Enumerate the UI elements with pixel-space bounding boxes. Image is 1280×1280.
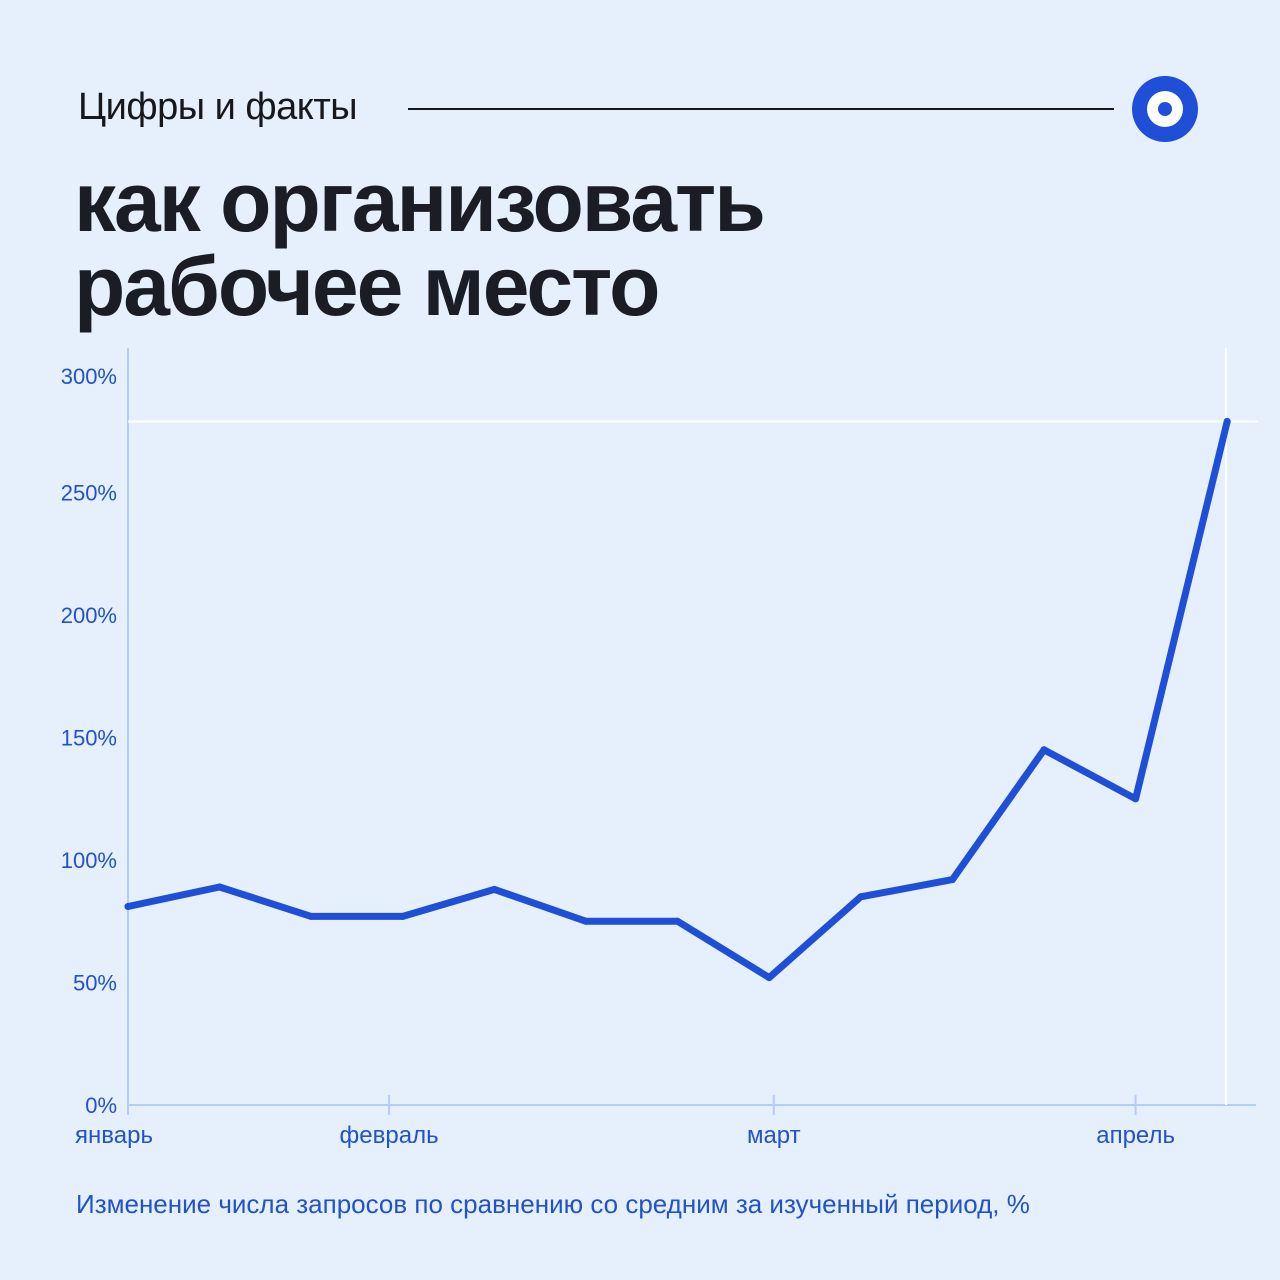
data-point (765, 974, 773, 982)
title-line-2: рабочее место (74, 239, 660, 333)
title-line-1: как организовать (74, 155, 766, 249)
target-icon-center (1158, 102, 1172, 116)
y-tick-label: 300% (61, 364, 117, 389)
target-icon (1132, 76, 1198, 142)
data-point (307, 912, 315, 920)
kicker-label: Цифры и факты (78, 86, 358, 128)
line-chart: 0% 50% 100% 150% 200% 250% 300% январь февраль ма… (61, 348, 1258, 1149)
data-point (124, 903, 132, 911)
y-tick-label: 0% (85, 1093, 117, 1118)
data-point (399, 912, 407, 920)
y-tick-label: 200% (61, 603, 117, 628)
data-point (948, 876, 956, 884)
x-tick-label: апрель (1096, 1122, 1175, 1149)
data-point (490, 885, 498, 893)
y-tick-label: 150% (61, 726, 117, 751)
data-point (1223, 417, 1231, 425)
y-tick-label: 50% (73, 971, 117, 996)
series-line (124, 417, 1231, 982)
data-point (1040, 746, 1048, 754)
chart-caption: Изменение числа запросов по сравнению со… (76, 1189, 1030, 1219)
data-point (857, 893, 865, 901)
y-tick-label: 100% (61, 848, 117, 873)
y-tick-label: 250% (61, 481, 117, 506)
x-tick-label: март (747, 1122, 801, 1149)
data-point (1132, 795, 1140, 803)
kicker-divider (408, 108, 1114, 110)
data-point (582, 917, 590, 925)
header: Цифры и факты (78, 76, 1202, 142)
data-point (216, 883, 224, 891)
page-title: как организовать рабочее место (74, 160, 1074, 328)
data-point (674, 917, 682, 925)
x-tick-label: январь (75, 1122, 153, 1149)
x-tick-label: февраль (340, 1122, 439, 1149)
